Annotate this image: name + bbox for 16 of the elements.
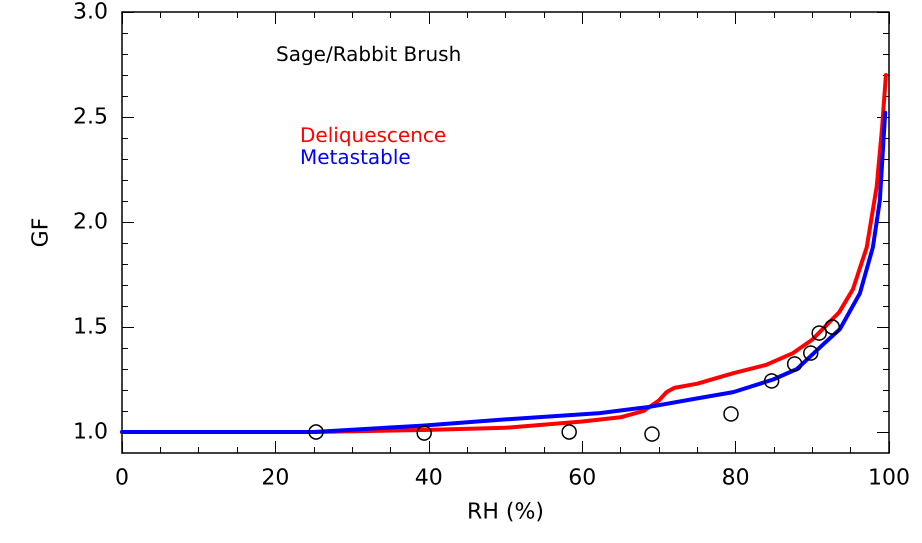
y-tick-label: 2.0	[73, 210, 108, 234]
y-tick-label: 2.5	[73, 104, 108, 130]
annotation: Sage/Rabbit Brush	[276, 42, 462, 66]
text: Metastable	[300, 145, 411, 169]
x-tick-label: 60	[568, 466, 596, 490]
y-tick-label: 1.5	[73, 314, 108, 340]
x-tick-label: 100	[868, 466, 910, 490]
y-tick-label: 1.0	[73, 420, 108, 444]
x-axis-title: RH (%)	[467, 500, 544, 524]
text: Deliquescence	[300, 123, 446, 147]
y-tick-label: 3.0	[73, 0, 108, 24]
x-tick-label: 20	[261, 466, 290, 490]
y-axis-title: GF	[28, 218, 54, 248]
x-tick-label: 40	[414, 466, 443, 490]
x-tick-label: 80	[722, 466, 750, 490]
x-tick-label: 0	[115, 466, 129, 490]
